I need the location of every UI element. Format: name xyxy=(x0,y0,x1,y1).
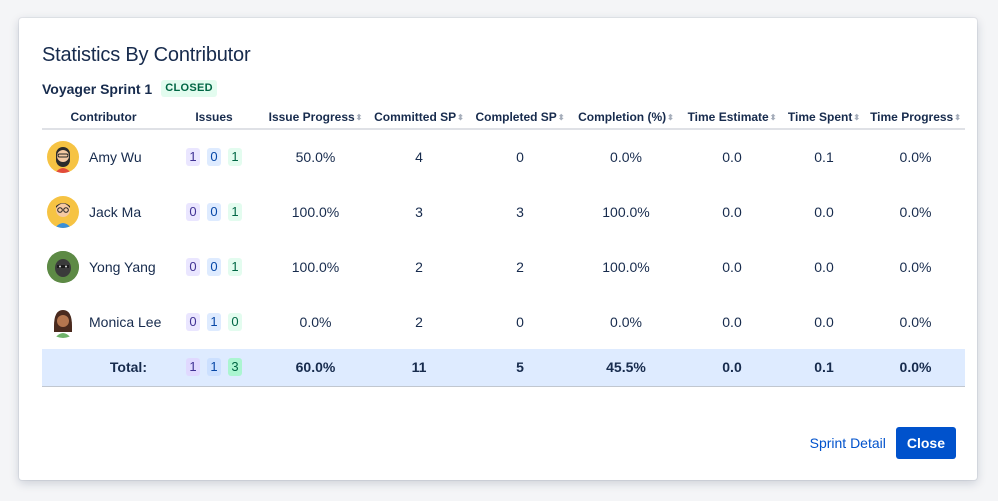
committed-sp-cell: 2 xyxy=(415,313,423,330)
committed-sp-cell: 4 xyxy=(415,149,423,165)
completion-cell: 100.0% xyxy=(602,203,650,220)
header-committed-sp[interactable]: Committed SP⬍ xyxy=(368,106,470,130)
contributor-name: Monica Lee xyxy=(89,313,162,330)
completed-sp-cell: 5 xyxy=(470,349,570,387)
time-estimate-cell: 0.0 xyxy=(722,203,742,220)
todo-count-badge: 0 xyxy=(186,312,200,331)
table-row: Amy Wu 1 0 1 50.0% 4 0 0.0% 0.0 0.1 0.0% xyxy=(42,129,965,184)
time-spent-cell: 0.0 xyxy=(814,203,834,220)
sort-icon[interactable]: ⬍ xyxy=(954,113,961,122)
avatar-yong-yang xyxy=(47,250,79,283)
sort-icon[interactable]: ⬍ xyxy=(853,113,861,122)
time-progress-cell: 0.0% xyxy=(899,313,932,330)
sprint-name: Voyager Sprint 1 xyxy=(42,80,153,97)
issue-status-badges: 0 0 1 xyxy=(186,202,242,221)
issue-status-badges: 1 1 3 xyxy=(186,358,242,377)
committed-sp-cell: 11 xyxy=(368,349,470,387)
inprogress-count-badge: 0 xyxy=(207,257,221,276)
sprint-detail-button[interactable]: Sprint Detail xyxy=(809,435,886,451)
header-time-estimate[interactable]: Time Estimate⬍ xyxy=(682,106,782,130)
header-contributor: Contributor xyxy=(42,106,165,130)
done-count-badge: 3 xyxy=(228,358,242,377)
issue-progress-cell: 100.0% xyxy=(291,258,340,275)
time-spent-cell: 0.0 xyxy=(814,258,834,275)
completed-sp-cell: 2 xyxy=(516,258,524,275)
sprint-status-lozenge: CLOSED xyxy=(161,80,217,97)
todo-count-badge: 0 xyxy=(186,257,200,276)
todo-count-badge: 1 xyxy=(186,148,200,166)
issue-progress-cell: 0.0% xyxy=(299,313,332,330)
time-progress-cell: 0.0% xyxy=(866,349,965,387)
header-issues: Issues xyxy=(165,106,263,130)
avatar-monica-lee xyxy=(47,305,79,338)
sort-icon[interactable]: ⬍ xyxy=(769,113,777,122)
contributor-stats-table: Contributor Issues Issue Progress⬍ Commi… xyxy=(42,106,965,387)
completed-sp-cell: 0 xyxy=(516,149,524,165)
inprogress-count-badge: 0 xyxy=(207,148,221,166)
time-spent-cell: 0.1 xyxy=(782,349,866,387)
inprogress-count-badge: 1 xyxy=(207,358,221,377)
completion-cell: 0.0% xyxy=(610,313,642,330)
done-count-badge: 1 xyxy=(228,257,242,276)
avatar-jack-ma xyxy=(47,195,79,228)
dialog-footer: Sprint Detail Close xyxy=(810,427,956,459)
completed-sp-cell: 0 xyxy=(516,313,524,330)
statistics-dialog: Statistics By Contributor Voyager Sprint… xyxy=(19,18,977,480)
table-row: Monica Lee 0 1 0 0.0% 2 0 0.0% 0.0 0.0 0… xyxy=(42,294,965,349)
time-progress-cell: 0.0% xyxy=(899,149,932,165)
committed-sp-cell: 3 xyxy=(415,203,423,220)
time-estimate-cell: 0.0 xyxy=(682,349,782,387)
contributor-name: Jack Ma xyxy=(89,203,142,220)
total-label: Total: xyxy=(42,349,165,387)
header-time-spent[interactable]: Time Spent⬍ xyxy=(782,106,866,130)
issue-status-badges: 0 1 0 xyxy=(186,312,242,331)
close-button[interactable]: Close xyxy=(895,427,956,459)
table-row: Jack Ma 0 0 1 100.0% 3 3 100.0% 0.0 0.0 … xyxy=(42,184,965,239)
sort-icon[interactable]: ⬍ xyxy=(355,113,363,122)
completion-cell: 0.0% xyxy=(610,149,642,165)
issue-status-badges: 0 0 1 xyxy=(186,257,242,276)
completion-cell: 100.0% xyxy=(602,258,650,275)
table-row: Yong Yang 0 0 1 100.0% 2 2 100.0% 0.0 0.… xyxy=(42,239,965,294)
done-count-badge: 1 xyxy=(228,148,242,166)
issue-progress-cell: 60.0% xyxy=(263,349,368,387)
sort-icon[interactable]: ⬍ xyxy=(457,113,464,122)
issue-progress-cell: 50.0% xyxy=(295,149,336,165)
sort-icon[interactable]: ⬍ xyxy=(557,113,565,122)
time-spent-cell: 0.1 xyxy=(814,149,834,165)
avatar-amy-wu xyxy=(47,141,79,173)
total-row: Total: 1 1 3 60.0% 11 5 45.5% 0.0 0.1 0.… xyxy=(42,349,965,387)
committed-sp-cell: 2 xyxy=(415,258,423,275)
time-estimate-cell: 0.0 xyxy=(722,313,742,330)
completion-cell: 45.5% xyxy=(570,349,682,387)
time-estimate-cell: 0.0 xyxy=(722,149,742,165)
issue-status-badges: 1 0 1 xyxy=(186,148,242,166)
contributor-name: Amy Wu xyxy=(89,149,142,165)
done-count-badge: 0 xyxy=(228,312,242,331)
issue-progress-cell: 100.0% xyxy=(291,203,340,220)
header-issue-progress[interactable]: Issue Progress⬍ xyxy=(263,106,368,130)
time-progress-cell: 0.0% xyxy=(899,258,932,275)
time-progress-cell: 0.0% xyxy=(899,203,932,220)
sprint-header: Voyager Sprint 1 CLOSED xyxy=(42,80,217,97)
table-header-row: Contributor Issues Issue Progress⬍ Commi… xyxy=(42,106,965,130)
contributor-name: Yong Yang xyxy=(89,258,156,275)
todo-count-badge: 1 xyxy=(186,358,200,377)
header-time-progress[interactable]: Time Progress⬍ xyxy=(866,106,965,130)
inprogress-count-badge: 0 xyxy=(207,202,221,221)
time-estimate-cell: 0.0 xyxy=(722,258,742,275)
todo-count-badge: 0 xyxy=(186,202,200,221)
done-count-badge: 1 xyxy=(228,202,242,221)
header-completed-sp[interactable]: Completed SP⬍ xyxy=(470,106,570,130)
sort-icon[interactable]: ⬍ xyxy=(667,113,674,122)
header-completion[interactable]: Completion (%)⬍ xyxy=(570,106,682,130)
inprogress-count-badge: 1 xyxy=(207,312,221,331)
dialog-title: Statistics By Contributor xyxy=(42,44,251,66)
completed-sp-cell: 3 xyxy=(516,203,524,220)
time-spent-cell: 0.0 xyxy=(814,313,834,330)
